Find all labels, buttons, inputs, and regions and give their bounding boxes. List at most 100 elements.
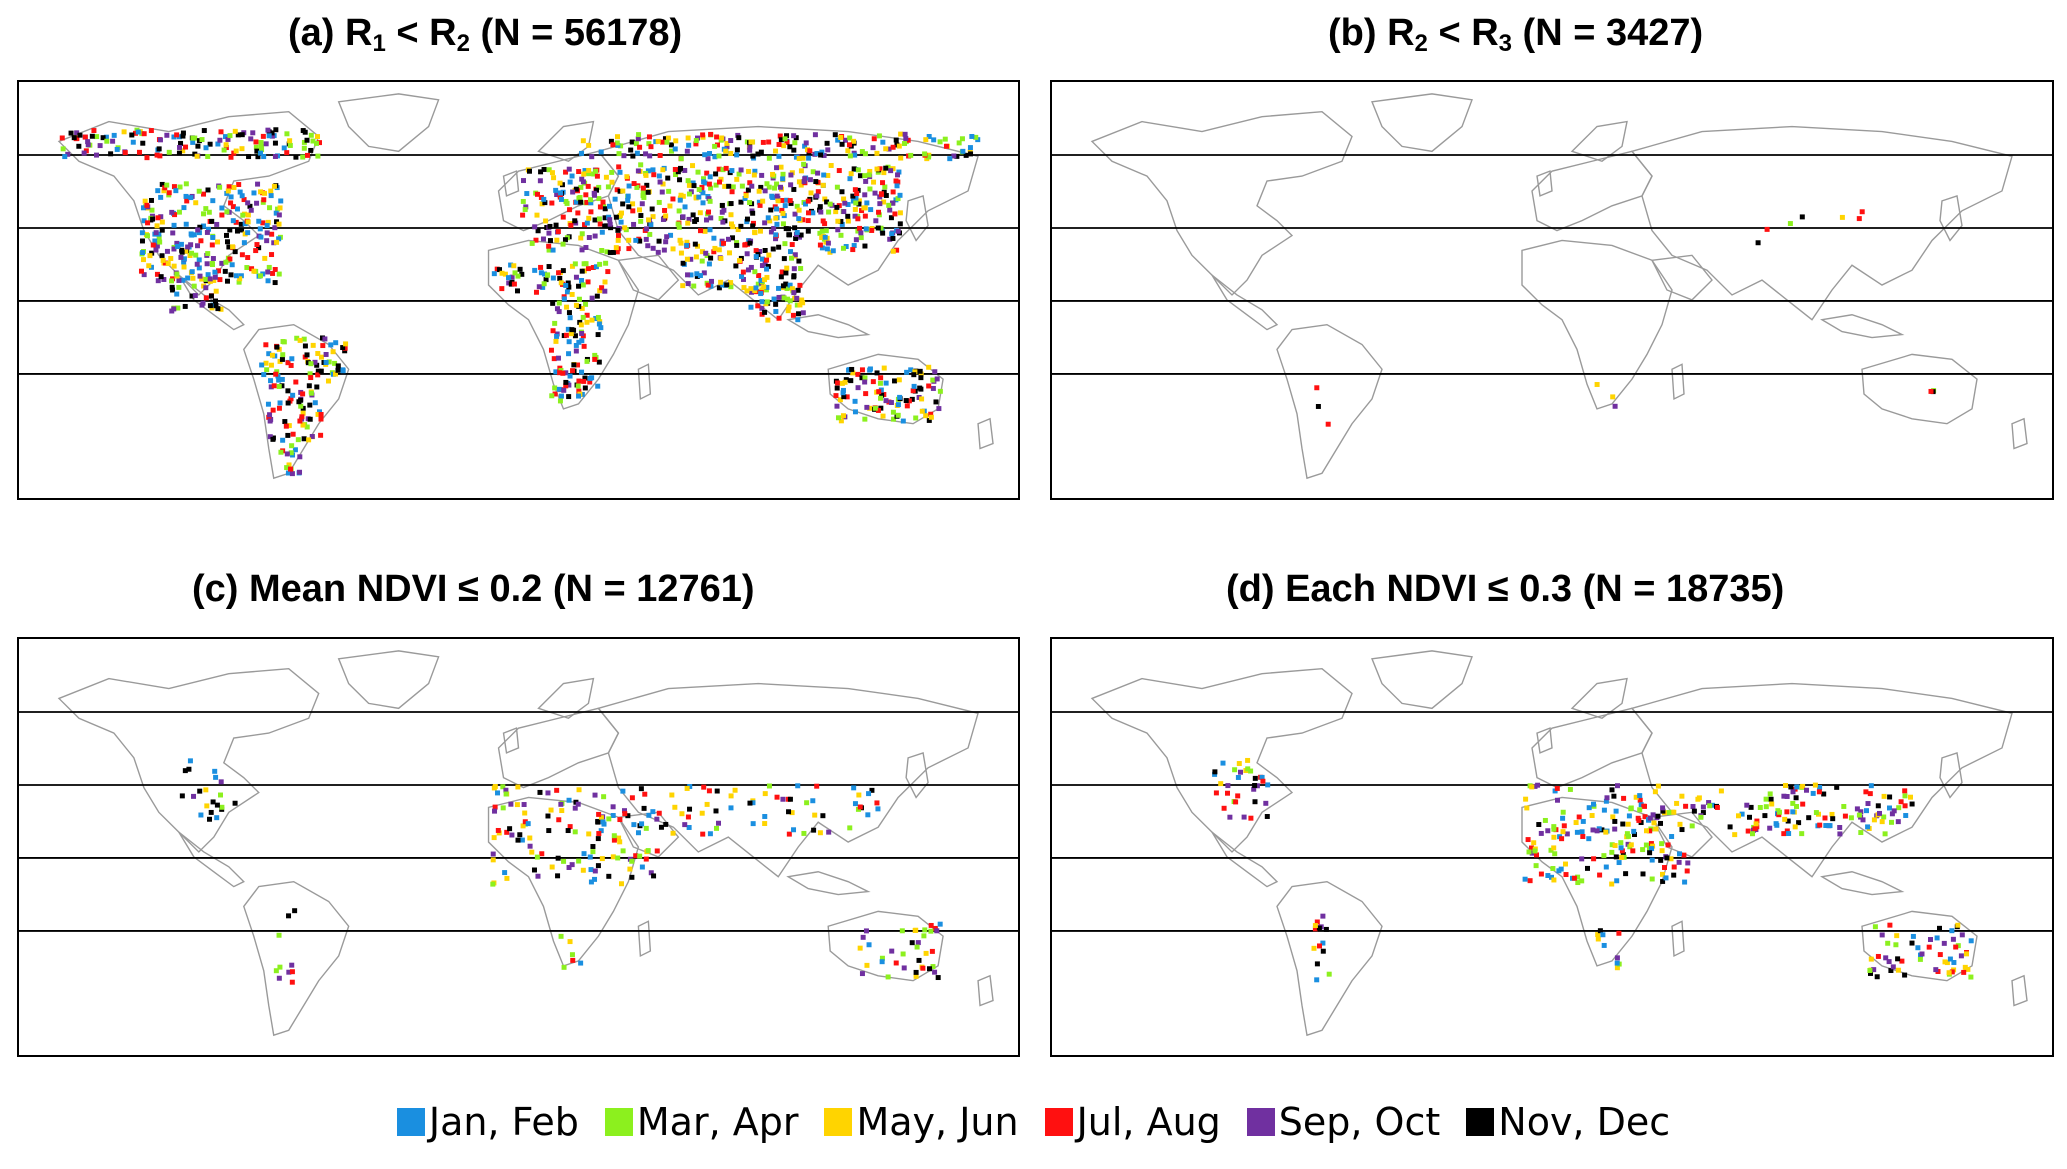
month-marker [164, 182, 170, 188]
month-marker [569, 862, 575, 868]
month-marker [1946, 970, 1952, 976]
month-marker [838, 218, 844, 224]
month-marker [1655, 813, 1661, 819]
month-marker [615, 142, 621, 148]
month-marker [910, 388, 916, 394]
world-map-c [19, 650, 1018, 1037]
month-marker [744, 251, 750, 257]
world-map-a [19, 93, 1018, 480]
month-marker [728, 284, 734, 290]
month-marker [755, 303, 761, 309]
month-marker [1822, 815, 1828, 821]
month-marker [1781, 831, 1787, 837]
month-marker [1958, 953, 1964, 959]
month-marker [903, 398, 909, 404]
month-marker [257, 150, 263, 156]
month-marker [734, 242, 740, 248]
month-marker [204, 803, 210, 809]
month-marker [787, 796, 793, 802]
month-marker [234, 228, 240, 234]
month-marker [307, 371, 313, 377]
coastline [337, 93, 440, 153]
month-marker [756, 273, 762, 279]
month-marker [926, 966, 932, 972]
month-marker [592, 356, 598, 362]
legend-item: Sep, Oct [1246, 1100, 1440, 1144]
month-marker [164, 132, 170, 138]
month-marker [1658, 857, 1664, 863]
month-marker [572, 805, 578, 811]
month-marker [302, 343, 308, 349]
month-marker [881, 170, 887, 176]
month-marker [800, 310, 806, 316]
month-marker [1727, 824, 1733, 830]
month-marker [283, 423, 289, 429]
month-marker [261, 197, 267, 203]
month-marker [641, 195, 647, 200]
pixel-markers [59, 127, 981, 477]
month-marker [825, 240, 831, 246]
month-marker [684, 785, 690, 791]
month-marker [515, 273, 521, 279]
month-marker [968, 151, 974, 157]
month-marker [897, 210, 903, 216]
coastline [1536, 170, 1553, 197]
month-marker [902, 131, 908, 137]
month-marker [863, 178, 869, 184]
month-marker [605, 184, 611, 190]
month-marker [509, 274, 515, 280]
month-marker [734, 152, 740, 158]
month-marker [806, 210, 812, 216]
month-marker [1768, 796, 1774, 802]
month-marker [150, 242, 156, 248]
month-marker [1644, 828, 1649, 834]
month-marker [176, 209, 182, 215]
month-marker [879, 392, 885, 398]
month-marker [599, 229, 605, 235]
month-marker [208, 293, 214, 299]
month-marker [497, 267, 503, 273]
month-marker [241, 197, 247, 203]
month-marker [1524, 805, 1530, 811]
month-marker [561, 964, 567, 970]
month-marker [178, 254, 184, 260]
month-marker [791, 186, 797, 192]
month-marker [178, 140, 184, 146]
month-marker [1659, 841, 1665, 847]
month-marker [669, 148, 675, 154]
month-marker [834, 403, 840, 409]
month-marker [1251, 786, 1257, 792]
coastline [487, 796, 640, 967]
month-marker [314, 362, 320, 368]
month-marker [588, 197, 594, 203]
month-marker [554, 306, 560, 312]
month-marker [835, 415, 841, 421]
month-marker [171, 134, 177, 140]
month-marker [679, 811, 685, 817]
month-marker [1871, 967, 1877, 973]
month-marker [559, 808, 565, 814]
month-marker [819, 235, 825, 240]
month-marker [880, 413, 886, 419]
month-marker [755, 151, 761, 157]
month-marker [500, 784, 506, 790]
month-marker [76, 143, 82, 149]
month-marker [802, 176, 808, 182]
month-marker [279, 356, 285, 362]
month-marker [1784, 809, 1790, 815]
month-marker [909, 396, 915, 402]
month-marker [630, 153, 636, 159]
month-marker [645, 189, 651, 195]
month-marker [169, 278, 175, 284]
month-marker [1732, 832, 1738, 838]
month-marker [550, 300, 556, 306]
coastline [1371, 93, 1473, 153]
month-marker [1764, 226, 1770, 232]
month-marker [144, 202, 150, 208]
month-marker [717, 179, 722, 185]
month-marker [225, 188, 231, 194]
month-marker [892, 378, 898, 384]
month-marker [181, 256, 187, 262]
month-marker [573, 274, 579, 280]
month-marker [300, 410, 306, 416]
